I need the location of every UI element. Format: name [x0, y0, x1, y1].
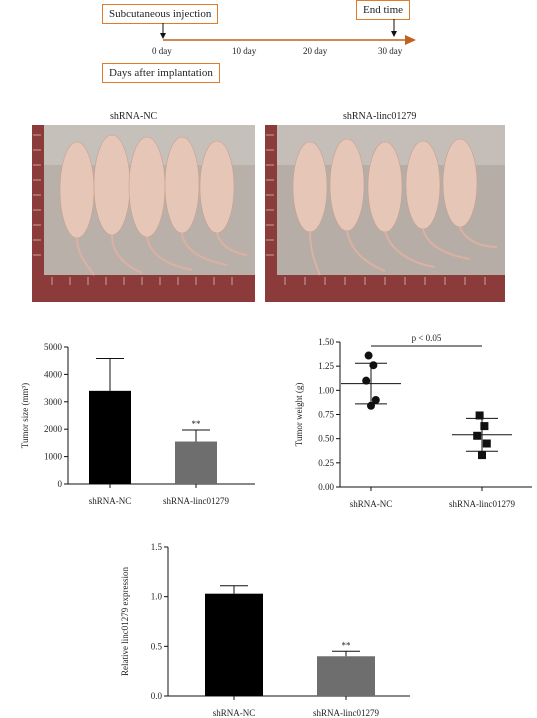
timeline-tick-10: 10 day	[232, 46, 257, 56]
significance-mark: **	[342, 640, 352, 650]
timeline-arrow	[160, 19, 416, 45]
tumor-weight-scatter-chart: 0.00 0.25 0.50 0.75 1.00 1.25 1.50 Tumor weight…	[294, 333, 532, 509]
y-axis-label: Relative linc01279 expression	[120, 567, 130, 676]
photo-shrna-nc-mice	[32, 125, 255, 302]
y-tick-label: 0.5	[151, 641, 163, 651]
bar-1	[89, 390, 131, 484]
x-tick-label: shRNA-linc01279	[163, 496, 229, 506]
y-axis-label: Tumor size (mm³)	[20, 383, 30, 448]
y-tick-label: 1.00	[318, 385, 334, 395]
x-tick-label: shRNA-linc01279	[449, 499, 515, 509]
data-point-square	[473, 431, 482, 440]
y-tick-label: 0	[58, 479, 63, 489]
y-tick-label: 4000	[44, 369, 63, 379]
y-tick-label: 2000	[44, 424, 63, 434]
days-after-implantation-label: Days after implantation	[102, 63, 220, 83]
x-tick-label: shRNA-NC	[89, 496, 132, 506]
y-tick-label: 5000	[44, 342, 63, 352]
y-tick-label: 0.50	[318, 434, 334, 444]
data-point-square	[475, 411, 484, 420]
data-point-circle	[371, 396, 380, 404]
data-point-square	[480, 422, 489, 431]
y-axis-label: Tumor weight (g)	[294, 383, 304, 447]
y-tick-label: 1.25	[318, 361, 334, 371]
bar-2	[317, 656, 375, 696]
y-tick-label: 0.25	[318, 458, 334, 468]
photo-shrna-linc01279-mice	[265, 125, 505, 302]
photo-left-title: shRNA-NC	[110, 111, 158, 122]
bar-1	[205, 593, 263, 696]
injection-label: Subcutaneous injection	[102, 4, 219, 24]
bar-2	[175, 441, 217, 484]
y-tick-label: 0.00	[318, 482, 334, 492]
y-tick-label: 1.50	[318, 337, 334, 347]
end-time-label: End time	[356, 0, 411, 20]
data-point-circle	[362, 376, 371, 385]
y-tick-label: 1.5	[151, 542, 163, 552]
data-point-square	[478, 451, 486, 460]
x-tick-label: shRNA-linc01279	[313, 708, 379, 718]
x-tick-label: shRNA-NC	[350, 499, 393, 509]
photo-right-title: shRNA-linc01279	[343, 111, 417, 122]
p-value-label: p < 0.05	[412, 333, 442, 343]
y-tick-label: 3000	[44, 397, 63, 407]
y-tick-label: 0.0	[151, 691, 163, 701]
y-tick-label: 1.0	[151, 592, 163, 602]
significance-mark: **	[192, 419, 202, 429]
timeline-tick-30: 30 day	[378, 46, 403, 56]
timeline-tick-0: 0 day	[152, 46, 172, 56]
y-tick-label: 1000	[44, 452, 63, 462]
data-point-circle	[364, 351, 373, 360]
timeline-tick-20: 20 day	[303, 46, 328, 56]
relative-expression-bar-chart: 0.0 0.5 1.0 1.5 Relative linc01279 expressio…	[120, 542, 410, 718]
y-tick-label: 0.75	[318, 410, 334, 420]
tumor-size-bar-chart: 0 1000 2000 3000 4000 5000 Tumor size (mm³) shR…	[20, 342, 255, 506]
data-point-square	[482, 439, 491, 448]
x-tick-label: shRNA-NC	[213, 708, 256, 718]
